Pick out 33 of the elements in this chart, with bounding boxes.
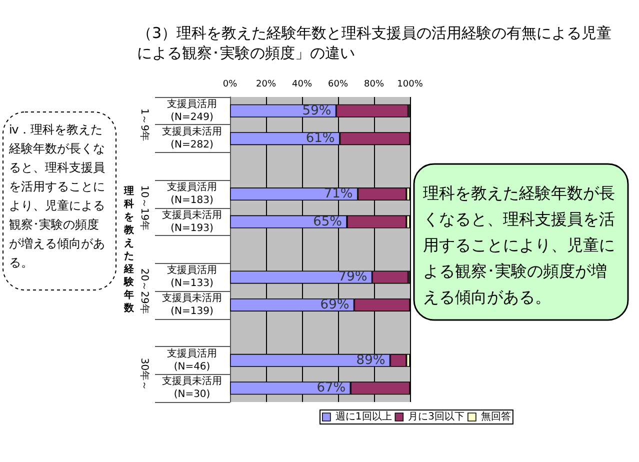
text: ⅳ．理科を教えた経験年数が長くなると、理科支援員を活用することにより、児童による観察･実験の頻度が増える傾向がある。 [8, 122, 105, 270]
text: 1～9年 [138, 108, 150, 142]
x-tick-label: 20% [256, 80, 276, 90]
data-label: 61% [306, 131, 335, 146]
data-label: 79% [338, 270, 368, 285]
x-tick-label: 60% [328, 80, 348, 90]
y-tick-label: 支援員未活用 (N=30) [162, 375, 222, 400]
x-tick-label: 80% [364, 80, 384, 90]
x-tick-label: 100% [397, 80, 424, 90]
text: 10～19年 [138, 185, 150, 231]
data-label: 89% [356, 352, 386, 368]
text: 30年～ [138, 358, 150, 391]
data-label: 67% [316, 380, 346, 396]
y-tick-label: 支援員未活用 (N=193) [162, 208, 222, 234]
text: 理科を教えた経験年数 [124, 186, 134, 314]
y-tick-label: 支援員未活用 (N=139) [162, 292, 222, 317]
y-tick-label: 支援員活用 (N=133) [167, 264, 217, 290]
legend-label: 月に3回以下 [408, 410, 465, 422]
data-label: 59% [302, 103, 332, 118]
y-tick-label: 支援員未活用 (N=282) [162, 126, 222, 151]
data-label: 69% [320, 297, 350, 312]
y-tick-label: 支援員活用 (N=249) [167, 98, 217, 123]
legend-label: 無回答 [480, 410, 511, 422]
text: 理科を教えた経験年数が長くなると、理科支援員を活用することにより、児童による観察･実験の頻度が増える傾向がある。 [423, 184, 615, 306]
chart-title: （3）理科を教えた経験年数と理科支援員の活用経験の有無による児童による観察･実験の頻度」の違い [137, 24, 612, 62]
y-tick-label: 支援員活用 (N=183) [167, 181, 217, 206]
y-tick-label: 支援員活用 (N=46) [167, 347, 217, 372]
x-tick-label: 0% [222, 80, 238, 90]
legend-label: 週に1回以上 [335, 410, 392, 422]
text: 20～29年 [138, 268, 150, 314]
x-tick-label: 40% [292, 80, 312, 90]
data-label: 71% [324, 186, 353, 202]
data-label: 65% [313, 214, 342, 230]
